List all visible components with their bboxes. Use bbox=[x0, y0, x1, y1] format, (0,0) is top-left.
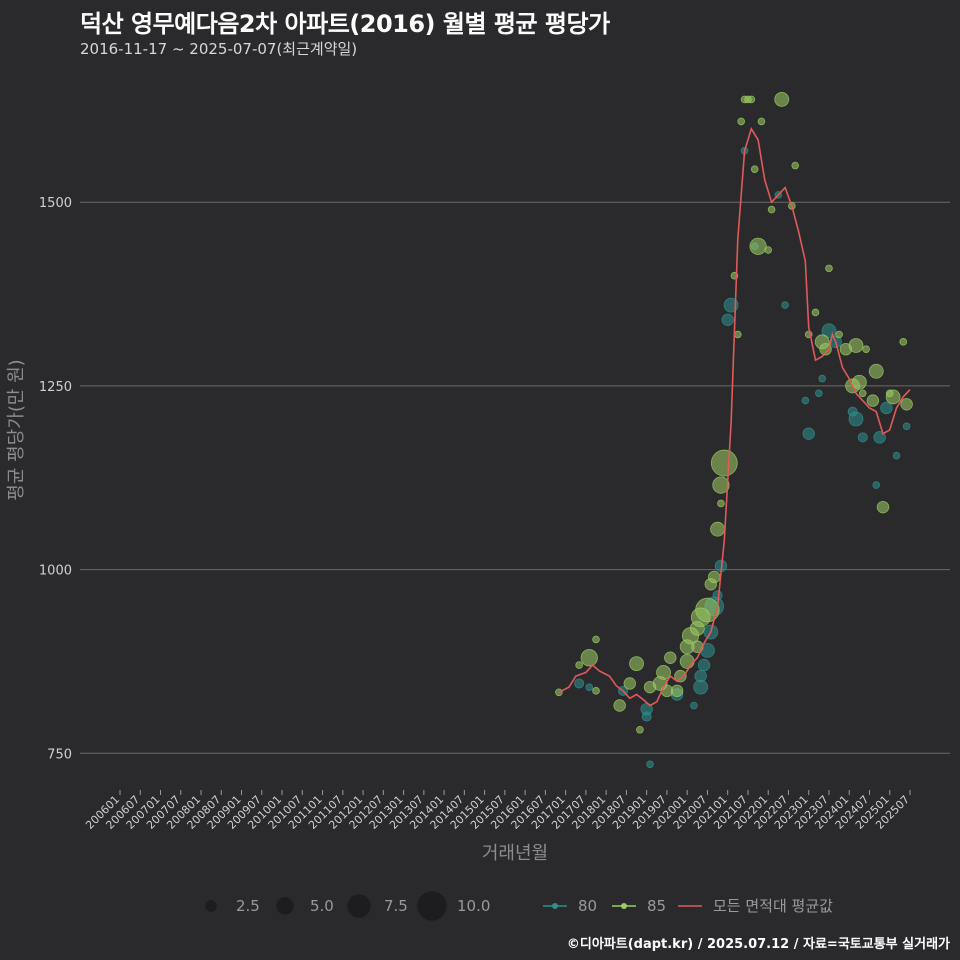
point-80 bbox=[801, 396, 810, 405]
point-80 bbox=[902, 422, 911, 431]
legend-color-label: 모든 면적대 평균값 bbox=[713, 897, 833, 915]
legend-color-label: 85 bbox=[647, 897, 666, 915]
y-tick-label: 1250 bbox=[39, 380, 72, 395]
point-85 bbox=[899, 338, 908, 346]
point-85 bbox=[670, 684, 684, 698]
legend-color-dot bbox=[552, 903, 558, 909]
x-axis-ticks: 2006012006072007012007072008012008072009… bbox=[83, 790, 912, 832]
point-85 bbox=[575, 661, 583, 669]
legend-size-label: 2.5 bbox=[236, 897, 260, 915]
point-80 bbox=[721, 313, 734, 326]
x-axis-title: 거래년월 bbox=[482, 843, 548, 864]
y-tick-label: 1500 bbox=[39, 196, 72, 211]
point-80 bbox=[818, 374, 827, 383]
chart-title: 덕산 영무예다음2차 아파트(2016) 월별 평균 평당가 bbox=[80, 10, 610, 38]
point-80 bbox=[872, 481, 881, 489]
point-85 bbox=[734, 330, 742, 339]
legend-size-label: 5.0 bbox=[310, 897, 334, 915]
point-80 bbox=[641, 711, 652, 722]
point-85 bbox=[825, 264, 833, 273]
legend-size-marker bbox=[417, 891, 447, 921]
legend-size-label: 7.5 bbox=[384, 897, 408, 915]
point-85 bbox=[868, 363, 884, 379]
point-85 bbox=[862, 345, 870, 353]
point-85 bbox=[636, 725, 644, 734]
point-85 bbox=[757, 117, 766, 126]
point-85 bbox=[712, 476, 730, 494]
point-85 bbox=[674, 669, 687, 683]
point-85 bbox=[764, 246, 773, 254]
point-85 bbox=[750, 165, 759, 173]
y-tick-label: 1000 bbox=[39, 564, 72, 579]
point-85 bbox=[707, 570, 721, 584]
legend-size-label: 10.0 bbox=[457, 897, 490, 915]
point-85 bbox=[791, 161, 800, 170]
legend-color-label: 80 bbox=[578, 897, 597, 915]
point-85 bbox=[592, 635, 600, 644]
point-85 bbox=[629, 656, 644, 672]
point-80 bbox=[848, 411, 864, 427]
data-points bbox=[555, 91, 913, 769]
point-80 bbox=[892, 451, 901, 460]
legend-size-marker bbox=[276, 897, 294, 915]
point-85 bbox=[835, 330, 843, 339]
average-line-path bbox=[558, 126, 911, 707]
point-85 bbox=[695, 597, 720, 623]
point-85 bbox=[848, 338, 864, 353]
point-85 bbox=[811, 308, 820, 317]
point-85 bbox=[679, 654, 695, 669]
point-80 bbox=[697, 658, 711, 672]
point-80 bbox=[694, 669, 707, 683]
point-85 bbox=[851, 374, 867, 390]
point-85 bbox=[774, 91, 790, 107]
point-85 bbox=[664, 651, 677, 664]
legend-size-marker bbox=[347, 894, 371, 918]
point-85 bbox=[555, 688, 563, 697]
point-85 bbox=[885, 389, 901, 405]
gridlines bbox=[80, 201, 950, 754]
point-80 bbox=[585, 683, 594, 691]
point-85 bbox=[749, 237, 767, 255]
point-85 bbox=[592, 687, 600, 695]
point-85 bbox=[900, 398, 913, 411]
point-85 bbox=[737, 117, 745, 126]
point-85 bbox=[866, 394, 880, 407]
point-85 bbox=[876, 500, 890, 514]
point-80 bbox=[690, 701, 698, 710]
point-85 bbox=[623, 677, 636, 690]
legend: 2.5 5.0 7.5 10.0 80 85 모든 면적대 평균값 bbox=[205, 891, 833, 921]
y-tick-label: 750 bbox=[47, 747, 72, 762]
point-85 bbox=[858, 389, 867, 398]
chart-subtitle: 2016-11-17 ~ 2025-07-07(최근계약일) bbox=[80, 40, 358, 58]
point-85 bbox=[710, 521, 725, 537]
y-axis-ticks: 750 1000 1250 1500 bbox=[39, 196, 72, 762]
point-80 bbox=[815, 389, 823, 398]
point-80 bbox=[802, 427, 815, 440]
point-85 bbox=[717, 499, 725, 508]
point-80 bbox=[712, 590, 723, 601]
point-85 bbox=[747, 95, 756, 104]
point-80 bbox=[781, 301, 789, 309]
point-85 bbox=[819, 342, 832, 356]
point-80 bbox=[857, 432, 868, 443]
point-85 bbox=[767, 205, 776, 214]
average-line bbox=[558, 126, 911, 707]
point-80 bbox=[574, 678, 585, 689]
point-80 bbox=[880, 401, 893, 415]
point-85 bbox=[656, 665, 671, 680]
y-axis-title: 평균 평당가(만 원) bbox=[6, 359, 27, 500]
point-80 bbox=[646, 760, 654, 769]
legend-color-dot bbox=[621, 903, 627, 909]
source-credit: ©디아파트(dapt.kr) / 2025.07.12 / 자료=국토교통부 실… bbox=[566, 937, 950, 952]
point-85 bbox=[580, 649, 598, 667]
point-85 bbox=[710, 449, 738, 477]
legend-size-marker bbox=[205, 900, 217, 912]
point-85 bbox=[613, 699, 626, 712]
